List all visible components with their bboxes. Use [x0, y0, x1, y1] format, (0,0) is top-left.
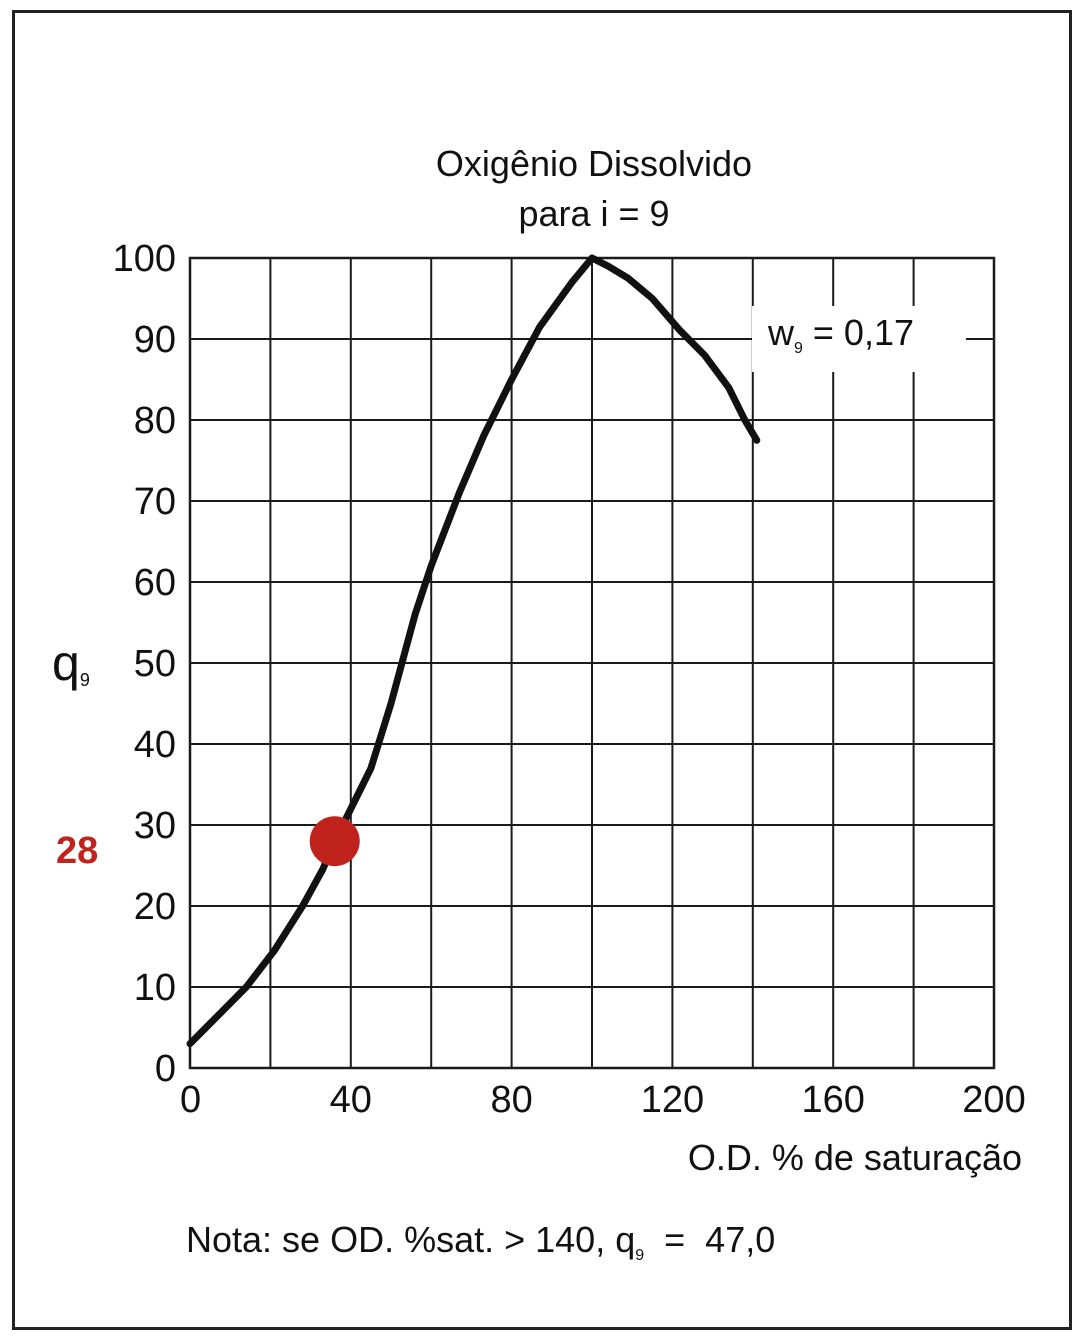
- weight-label-value: = 0,17: [803, 312, 914, 353]
- y-tick-label: 70: [134, 481, 176, 523]
- chart-title-line1: Oxigênio Dissolvido: [436, 143, 752, 184]
- y-tick-label: 100: [113, 238, 176, 280]
- x-tick-label: 80: [490, 1079, 532, 1121]
- chart-frame: [12, 10, 1072, 1330]
- y-tick-label: 30: [134, 805, 176, 847]
- weight-label-main: w: [767, 312, 795, 353]
- x-tick-label: 0: [180, 1079, 201, 1121]
- tick-labels: 0 10 20 30 40 50 60 70 80 90 100 0 40 80 120 160 200: [113, 238, 1026, 1121]
- highlight-layer: 28: [56, 816, 360, 872]
- chart-note-suffix: = 47,0: [644, 1219, 775, 1260]
- x-tick-label: 40: [330, 1079, 372, 1121]
- y-tick-label: 80: [134, 400, 176, 442]
- highlight-value-label: 28: [56, 830, 98, 872]
- weight-label-background: [752, 306, 966, 372]
- series-layer: [186, 254, 761, 1048]
- series-line: [186, 254, 761, 1048]
- y-tick-label: 60: [134, 562, 176, 604]
- x-tick-label: 160: [801, 1079, 864, 1121]
- y-axis-label: q9: [52, 635, 90, 691]
- x-tick-label: 120: [641, 1079, 704, 1121]
- highlight-point: [309, 816, 360, 867]
- y-tick-label: 40: [134, 724, 176, 766]
- y-axis-label-sub: 9: [80, 670, 90, 690]
- y-tick-label: 10: [134, 967, 176, 1009]
- chart-note-prefix: Nota: se OD. %sat. > 140, q: [186, 1219, 635, 1260]
- y-tick-label: 0: [155, 1048, 176, 1090]
- y-axis-label-main: q: [52, 635, 80, 691]
- x-tick-label: 200: [962, 1079, 1025, 1121]
- weight-label: w9 = 0,17: [767, 312, 914, 357]
- grid: [188, 256, 996, 1070]
- chart-note-sub: 9: [635, 1247, 644, 1264]
- chart-title-line2: para i = 9: [518, 193, 669, 234]
- chart-note: Nota: se OD. %sat. > 140, q9 = 47,0: [186, 1219, 775, 1264]
- y-tick-label: 50: [134, 643, 176, 685]
- x-axis-label: O.D. % de saturação: [688, 1137, 1022, 1178]
- y-tick-label: 20: [134, 886, 176, 928]
- y-tick-label: 90: [134, 319, 176, 361]
- weight-label-sub: 9: [794, 340, 803, 357]
